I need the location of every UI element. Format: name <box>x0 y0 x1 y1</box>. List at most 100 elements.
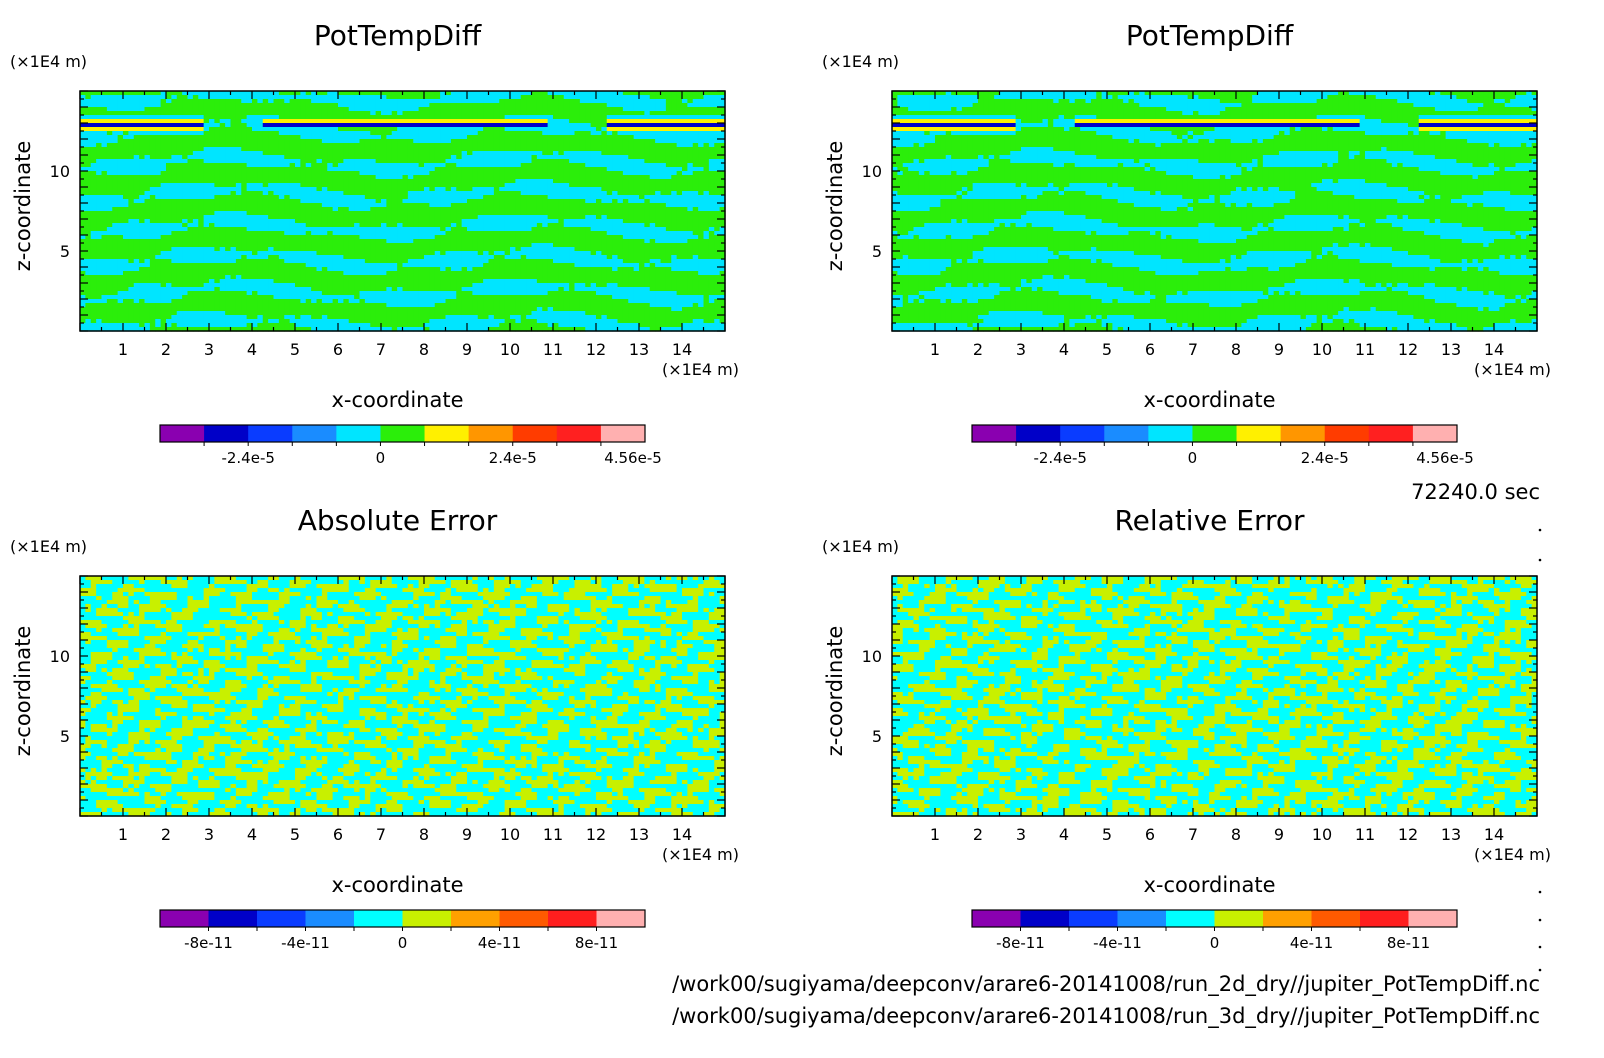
x-tick-label: 4 <box>247 825 257 844</box>
contour-field <box>80 576 726 817</box>
chart-title: Absolute Error <box>298 504 498 537</box>
chart-panel: Relative Error(×1E4 m)(×1E4 m)x-coordina… <box>822 504 1551 952</box>
colorbar-swatch <box>1409 910 1458 927</box>
x-unit-label: (×1E4 m) <box>1474 845 1551 864</box>
y-tick-label: 10 <box>50 162 70 181</box>
colorbar-label: -8e-11 <box>996 934 1045 952</box>
x-tick-label: 9 <box>1274 340 1284 359</box>
colorbar-swatch <box>1192 425 1236 442</box>
colorbar-label: 4e-11 <box>478 934 521 952</box>
colorbar-label: -8e-11 <box>184 934 233 952</box>
x-axis-label: x-coordinate <box>331 388 463 412</box>
x-tick-label: 3 <box>204 825 214 844</box>
y-tick-label: 5 <box>60 727 70 746</box>
chart-title: Relative Error <box>1114 504 1305 537</box>
colorbar-swatch <box>1281 425 1325 442</box>
x-tick-label: 2 <box>161 825 171 844</box>
colorbar-swatch <box>204 425 248 442</box>
x-tick-label: 9 <box>462 340 472 359</box>
x-tick-label: 10 <box>1312 340 1332 359</box>
colorbar-swatch <box>160 910 209 927</box>
colorbar-label: 8e-11 <box>575 934 618 952</box>
colorbar-swatch <box>972 910 1021 927</box>
x-tick-label: 13 <box>1441 825 1461 844</box>
colorbar-swatch <box>1104 425 1148 442</box>
colorbar-swatch <box>1016 425 1060 442</box>
contour-field <box>80 91 726 332</box>
x-tick-label: 8 <box>419 340 429 359</box>
colorbar-swatch <box>160 425 204 442</box>
colorbar-swatch <box>1060 425 1104 442</box>
colorbar-label: -4e-11 <box>281 934 330 952</box>
x-unit-label: (×1E4 m) <box>662 845 739 864</box>
chart-panel: Absolute Error(×1E4 m)(×1E4 m)x-coordina… <box>10 504 739 952</box>
y-axis-label: z-coordinate <box>823 141 847 272</box>
x-axis-label: x-coordinate <box>1143 388 1275 412</box>
x-tick-label: 14 <box>1484 825 1504 844</box>
chart-title: PotTempDiff <box>314 19 482 52</box>
colorbar-swatch <box>248 425 292 442</box>
x-axis-label: x-coordinate <box>331 873 463 897</box>
x-tick-label: 5 <box>290 340 300 359</box>
x-tick-label: 6 <box>333 825 343 844</box>
x-tick-label: 7 <box>1188 825 1198 844</box>
y-unit-label: (×1E4 m) <box>822 537 899 556</box>
x-tick-label: 5 <box>1102 825 1112 844</box>
x-tick-label: 3 <box>204 340 214 359</box>
x-tick-label: 12 <box>586 340 606 359</box>
colorbar-swatch <box>1325 425 1369 442</box>
colorbar-swatch <box>209 910 258 927</box>
x-tick-label: 11 <box>1355 340 1375 359</box>
colorbar-label: 4.56e-5 <box>1416 449 1474 467</box>
colorbar-label: -2.4e-5 <box>1033 449 1086 467</box>
colorbar: -8e-11 -4e-11 0 4e-11 8e-11 <box>160 910 645 952</box>
colorbar-swatch <box>1148 425 1192 442</box>
x-tick-label: 9 <box>1274 825 1284 844</box>
file-path-1: /work00/sugiyama/deepconv/arare6-2014100… <box>672 972 1540 997</box>
x-tick-label: 12 <box>586 825 606 844</box>
x-tick-label: 7 <box>376 340 386 359</box>
y-unit-label: (×1E4 m) <box>822 52 899 71</box>
x-tick-label: 14 <box>672 340 692 359</box>
x-tick-label: 13 <box>629 825 649 844</box>
x-tick-label: 3 <box>1016 825 1026 844</box>
colorbar-swatch <box>336 425 380 442</box>
x-tick-label: 11 <box>543 825 563 844</box>
colorbar-swatch <box>425 425 469 442</box>
x-tick-label: 6 <box>1145 825 1155 844</box>
chart-panel: PotTempDiff (×1E4 m) (×1E4 m) x-coordinate z… <box>822 19 1551 467</box>
colorbar-label: 0 <box>376 449 386 467</box>
x-tick-label: 10 <box>500 340 520 359</box>
contour-field <box>892 91 1538 332</box>
y-tick-label: 10 <box>50 647 70 666</box>
colorbar-swatch <box>1312 910 1361 927</box>
colorbar-label: 2.4e-5 <box>489 449 537 467</box>
colorbar-swatch <box>354 910 403 927</box>
colorbar-swatch <box>513 425 557 442</box>
colorbar-swatch <box>1413 425 1457 442</box>
colorbar-label: 0 <box>398 934 408 952</box>
colorbar-swatch <box>1118 910 1167 927</box>
x-tick-label: 8 <box>1231 825 1241 844</box>
x-tick-label: 9 <box>462 825 472 844</box>
x-unit-label: (×1E4 m) <box>662 360 739 379</box>
x-tick-label: 2 <box>973 825 983 844</box>
x-tick-label: 1 <box>118 825 128 844</box>
x-tick-label: 1 <box>930 825 940 844</box>
colorbar-swatch <box>1369 425 1413 442</box>
y-tick-label: 5 <box>872 727 882 746</box>
x-tick-label: 11 <box>543 340 563 359</box>
x-tick-label: 13 <box>1441 340 1461 359</box>
colorbar-label: -2.4e-5 <box>221 449 274 467</box>
colorbar-label: -4e-11 <box>1093 934 1142 952</box>
chart-title: PotTempDiff <box>1126 19 1294 52</box>
x-tick-label: 12 <box>1398 340 1418 359</box>
x-tick-label: 11 <box>1355 825 1375 844</box>
x-tick-label: 6 <box>333 340 343 359</box>
colorbar-label: 0 <box>1188 449 1198 467</box>
figure: PotTempDiff (×1E4 m) (×1E4 m) x-coordinate z… <box>0 0 1604 1054</box>
x-unit-label: (×1E4 m) <box>1474 360 1551 379</box>
